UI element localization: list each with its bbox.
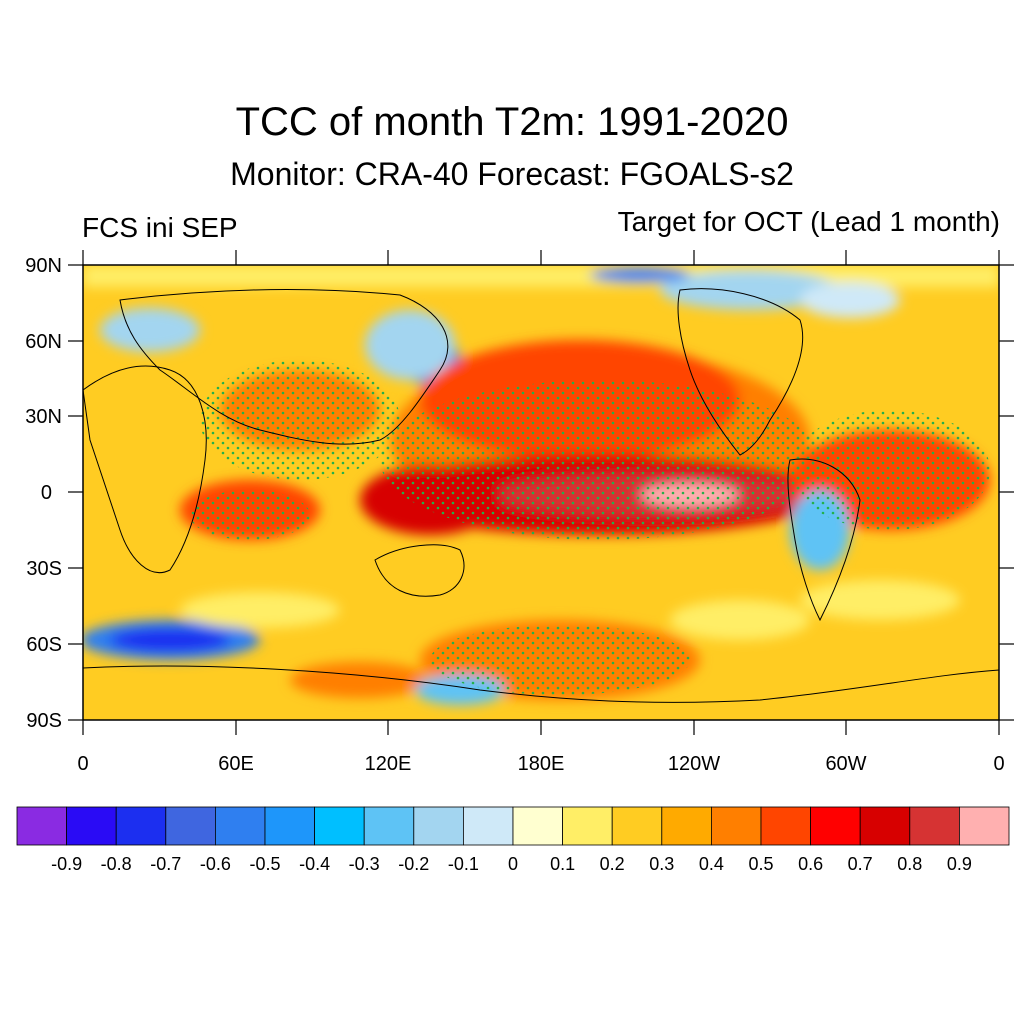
stipple-region	[190, 490, 310, 540]
right-label: Target for OCT (Lead 1 month)	[617, 206, 1000, 237]
lon-axis: 0 60E 120E 180E 120W 60W 0	[77, 250, 1005, 775]
left-label: FCS ini SEP	[82, 212, 238, 243]
colorbar-box	[661, 806, 712, 846]
lon-tick-label: 120W	[668, 753, 720, 775]
main-title: TCC of month T2m: 1991-2020	[235, 100, 789, 144]
coastlines	[83, 288, 999, 703]
colorbar-label: 0.4	[699, 854, 724, 874]
colorbar-box	[115, 806, 167, 846]
colorbar-box	[760, 806, 811, 846]
field-patch	[800, 580, 960, 620]
colorbar-box	[413, 806, 464, 846]
stipple-region	[430, 625, 690, 695]
field-patch	[365, 310, 455, 380]
colorbar-label: 0.8	[897, 854, 922, 874]
lon-tick-label: 60W	[825, 753, 866, 775]
colorbar-label: 0	[508, 854, 518, 874]
field-patch	[670, 600, 810, 640]
colorbar-box	[264, 806, 315, 846]
field-layer	[83, 265, 999, 720]
coastline	[83, 365, 207, 574]
colorbar-label: -0.5	[249, 854, 280, 874]
field-patch	[110, 628, 230, 652]
colorbar-box	[512, 806, 563, 846]
field-patch	[180, 592, 340, 628]
field-patch	[290, 662, 430, 698]
colorbar-label: 0.9	[947, 854, 972, 874]
lat-tick-label: 30N	[25, 406, 62, 428]
colorbar-label: -0.8	[101, 854, 132, 874]
coastline	[83, 665, 999, 703]
colorbar-box	[611, 806, 663, 846]
colorbar-label: 0.1	[550, 854, 575, 874]
colorbar-box	[462, 806, 514, 846]
colorbar-box	[909, 806, 960, 846]
lat-tick-label: 60N	[25, 331, 62, 353]
lat-tick-label: 30S	[26, 558, 62, 580]
stipple-region	[790, 410, 990, 530]
colorbar-box	[314, 806, 365, 846]
field-patch	[800, 282, 900, 318]
colorbar: -0.9 -0.8 -0.7 -0.6 -0.5 -0.4 -0.3 -0.2 -0.1 0 0.1…	[16, 806, 1010, 874]
lon-tick-label: 120E	[365, 753, 412, 775]
colorbar-box	[363, 806, 415, 846]
lon-tick-label: 180E	[518, 753, 565, 775]
colorbar-box	[810, 806, 861, 846]
colorbar-boxes	[16, 806, 1010, 846]
lat-axis: 90N 60N 30N 0 30S 60S 90S	[25, 255, 1014, 732]
colorbar-label: -0.4	[299, 854, 330, 874]
colorbar-box	[165, 806, 216, 846]
lat-tick-label: 0	[41, 482, 52, 504]
lon-tick-label: 0	[77, 753, 88, 775]
lat-tick-label: 60S	[26, 634, 62, 656]
colorbar-label: 0.7	[848, 854, 873, 874]
colorbar-label: -0.2	[398, 854, 429, 874]
colorbar-label: 0.2	[600, 854, 625, 874]
field-patch	[100, 308, 200, 352]
colorbar-label: -0.6	[200, 854, 231, 874]
stippling-layer	[190, 360, 990, 695]
colorbar-label: 0.6	[798, 854, 823, 874]
colorbar-box	[959, 806, 1010, 846]
colorbar-box	[66, 806, 117, 846]
coastline	[787, 458, 861, 622]
coastline	[119, 289, 449, 445]
colorbar-label: -0.3	[349, 854, 380, 874]
colorbar-label: 0.3	[649, 854, 674, 874]
colorbar-box	[711, 806, 762, 846]
colorbar-box	[859, 806, 911, 846]
colorbar-box	[562, 806, 613, 846]
field-patch	[660, 270, 840, 310]
colorbar-label: -0.1	[448, 854, 479, 874]
correlation-map: 90N 60N 30N 0 30S 60S 90S 0 60E 120E 180…	[25, 250, 1014, 775]
lon-tick-label: 0	[993, 753, 1004, 775]
lat-tick-label: 90S	[26, 710, 62, 732]
colorbar-labels: -0.9 -0.8 -0.7 -0.6 -0.5 -0.4 -0.3 -0.2 -0.1 0 0.1…	[51, 854, 972, 874]
lon-tick-label: 60E	[218, 753, 254, 775]
field-patch	[590, 267, 690, 283]
coastline	[677, 288, 804, 456]
stipple-region	[200, 360, 400, 480]
lat-tick-label: 90N	[25, 255, 62, 277]
colorbar-label: -0.7	[150, 854, 181, 874]
colorbar-box	[16, 806, 67, 846]
colorbar-box	[214, 806, 266, 846]
coastline	[374, 544, 465, 597]
colorbar-label: 0.5	[748, 854, 773, 874]
stipple-region	[380, 380, 820, 540]
subtitle: Monitor: CRA-40 Forecast: FGOALS-s2	[230, 156, 794, 192]
colorbar-label: -0.9	[51, 854, 82, 874]
